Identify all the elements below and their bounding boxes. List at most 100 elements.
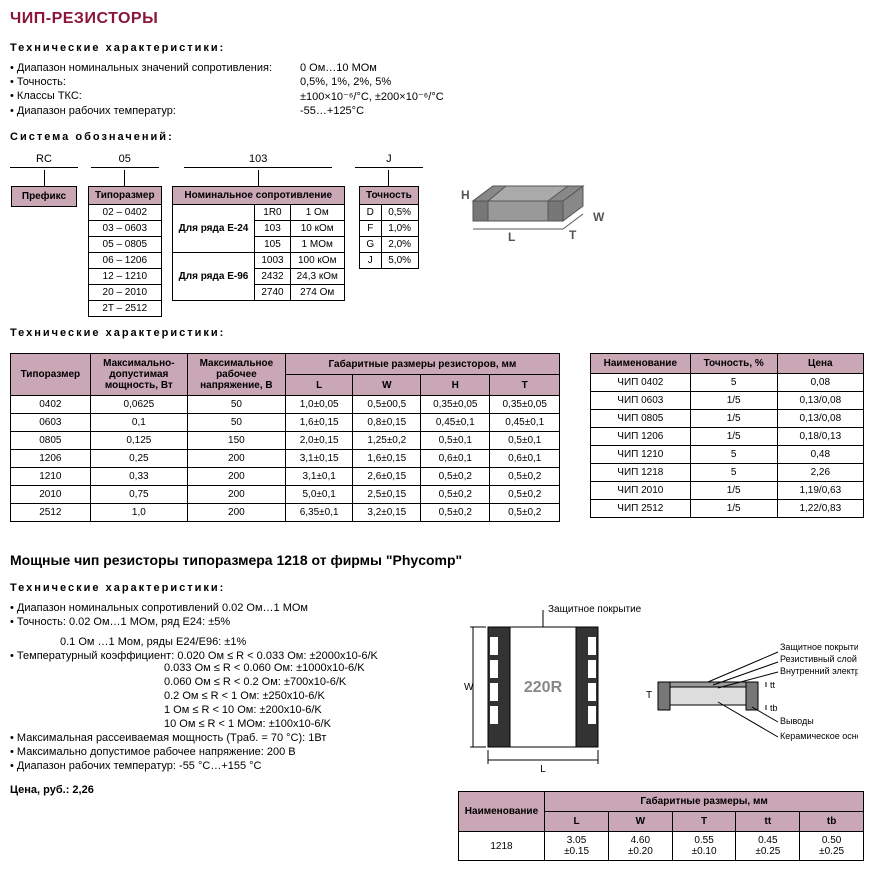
chip-marking: 220R xyxy=(524,679,563,696)
table-cell: 6,35±0,1 xyxy=(285,504,353,522)
table-cell: 0,125 xyxy=(90,432,187,450)
code-j: J xyxy=(355,151,423,168)
table-cell: 2,26 xyxy=(777,464,863,482)
spec-value: ±100×10⁻⁶/°C, ±200×10⁻⁶/°C xyxy=(300,90,444,103)
table-cell: 0603 xyxy=(11,414,91,432)
table-cell: 0,5±0,2 xyxy=(490,486,559,504)
table-cell: 1,25±0,2 xyxy=(353,432,421,450)
box-prefix: Префикс xyxy=(11,186,77,207)
svg-text:T: T xyxy=(646,690,652,701)
table-cell: 200 xyxy=(187,486,285,504)
table-cell: 0,5±00,5 xyxy=(353,396,421,414)
table-cell: 0,5±0,1 xyxy=(421,432,490,450)
table-cell: 0,45±0,1 xyxy=(490,414,559,432)
table-cell: ЧИП 0805 xyxy=(590,410,690,428)
price-table: Наименование Точность, % Цена ЧИП 040250… xyxy=(590,353,864,518)
tech-header-1: Технические характеристики: xyxy=(10,42,864,54)
table-cell: 2,0±0,15 xyxy=(285,432,353,450)
tolerance-table: Точность D0,5% F1,0% G2,0% J5,0% xyxy=(359,186,419,269)
phycomp-tech-header: Технические характеристики: xyxy=(10,582,864,594)
table-cell: 50 xyxy=(187,414,285,432)
table-cell: 0,35±0,05 xyxy=(421,396,490,414)
spec-label: Точность: xyxy=(10,76,300,88)
svg-text:L: L xyxy=(508,230,515,244)
svg-text:W: W xyxy=(593,210,605,224)
tech-header-2: Технические характеристики: xyxy=(10,327,864,339)
table-cell: 0,48 xyxy=(777,446,863,464)
table-cell: 0,5±0,1 xyxy=(490,432,559,450)
table-cell: 0,45±0,1 xyxy=(421,414,490,432)
table-cell: 1/5 xyxy=(690,410,777,428)
svg-text:T: T xyxy=(569,228,577,242)
table-cell: 1,6±0,15 xyxy=(353,450,421,468)
table-cell: 0,5±0,2 xyxy=(490,468,559,486)
chip-3d-icon: H L T W xyxy=(453,161,613,251)
table-cell: 3,2±0,15 xyxy=(353,504,421,522)
phycomp-diagram: 220R L W Защитное покрытие T tt tb Защит… xyxy=(458,602,864,861)
table-cell: 2512 xyxy=(11,504,91,522)
table-cell: 5 xyxy=(690,374,777,392)
spec-value: 0 Ом…10 MОм xyxy=(300,62,377,74)
code-05: 05 xyxy=(91,151,159,168)
table-cell: 0,5±0,2 xyxy=(421,504,490,522)
table-cell: ЧИП 2512 xyxy=(590,500,690,518)
resistance-table: Номинальное сопротивление Для ряда E-241… xyxy=(172,186,345,301)
phycomp-title: Мощные чип резисторы типоразмера 1218 от… xyxy=(10,552,864,568)
designation-header: Система обозначений: xyxy=(10,131,864,143)
table-cell: 0,33 xyxy=(90,468,187,486)
table-cell: ЧИП 1210 xyxy=(590,446,690,464)
table-cell: 0,5±0,2 xyxy=(421,486,490,504)
table-cell: 200 xyxy=(187,504,285,522)
label-top: Защитное покрытие xyxy=(548,604,642,615)
table-cell: 2,6±0,15 xyxy=(353,468,421,486)
phycomp-specs: Диапазон номинальных сопротивлений 0.02 … xyxy=(10,602,428,796)
table-cell: 5 xyxy=(690,464,777,482)
table-cell: 0,1 xyxy=(90,414,187,432)
table-cell: 1/5 xyxy=(690,482,777,500)
table-cell: 0,6±0,1 xyxy=(490,450,559,468)
table-cell: 1206 xyxy=(11,450,91,468)
designation-diagram: RC Префикс 05 Типоразмер 02 – 0402 03 – … xyxy=(10,151,423,317)
table-cell: 1,19/0,63 xyxy=(777,482,863,500)
table-cell: ЧИП 0402 xyxy=(590,374,690,392)
table-cell: 0,5±0,2 xyxy=(421,468,490,486)
svg-text:Внутренний электрод: Внутренний электрод xyxy=(780,666,858,676)
svg-text:W: W xyxy=(464,682,474,693)
table-cell: 0,25 xyxy=(90,450,187,468)
table-cell: 1,22/0,83 xyxy=(777,500,863,518)
table-cell: 150 xyxy=(187,432,285,450)
spec-value: -55…+125°C xyxy=(300,105,364,117)
table-cell: ЧИП 0603 xyxy=(590,392,690,410)
table-cell: 2010 xyxy=(11,486,91,504)
table-cell: 1,0 xyxy=(90,504,187,522)
table-cell: 0,0625 xyxy=(90,396,187,414)
table-cell: ЧИП 1206 xyxy=(590,428,690,446)
table-cell: 0,13/0,08 xyxy=(777,410,863,428)
spec-label: Диапазон номинальных значений сопротивле… xyxy=(10,62,300,74)
table-cell: 5,0±0,1 xyxy=(285,486,353,504)
size-table: Типоразмер 02 – 0402 03 – 0603 05 – 0805… xyxy=(88,186,162,317)
table-cell: 0,35±0,05 xyxy=(490,396,559,414)
table-cell: 0,13/0,08 xyxy=(777,392,863,410)
svg-text:Защитное покрытие: Защитное покрытие xyxy=(780,642,858,652)
specs-list-1: Диапазон номинальных значений сопротивле… xyxy=(10,62,864,117)
svg-text:Выводы: Выводы xyxy=(780,716,814,726)
phycomp-price: Цена, руб.: 2,26 xyxy=(10,784,428,796)
spec-label: Диапазон рабочих температур: xyxy=(10,105,300,117)
table-cell: 200 xyxy=(187,468,285,486)
svg-text:Керамическое основание: Керамическое основание xyxy=(780,731,858,741)
code-103: 103 xyxy=(184,151,332,168)
spec-table: Типоразмер Максимально-допустимая мощнос… xyxy=(10,353,560,522)
table-cell: 1/5 xyxy=(690,392,777,410)
svg-text:L: L xyxy=(540,764,546,775)
table-cell: 1/5 xyxy=(690,500,777,518)
table-cell: 0805 xyxy=(11,432,91,450)
table-cell: 2,5±0,15 xyxy=(353,486,421,504)
table-cell: 5 xyxy=(690,446,777,464)
code-rc: RC xyxy=(10,151,78,168)
svg-text:H: H xyxy=(461,188,470,202)
table-cell: 3,1±0,15 xyxy=(285,450,353,468)
spec-label: Классы ТКС: xyxy=(10,90,300,103)
table-cell: 1/5 xyxy=(690,428,777,446)
table-cell: 0,6±0,1 xyxy=(421,450,490,468)
